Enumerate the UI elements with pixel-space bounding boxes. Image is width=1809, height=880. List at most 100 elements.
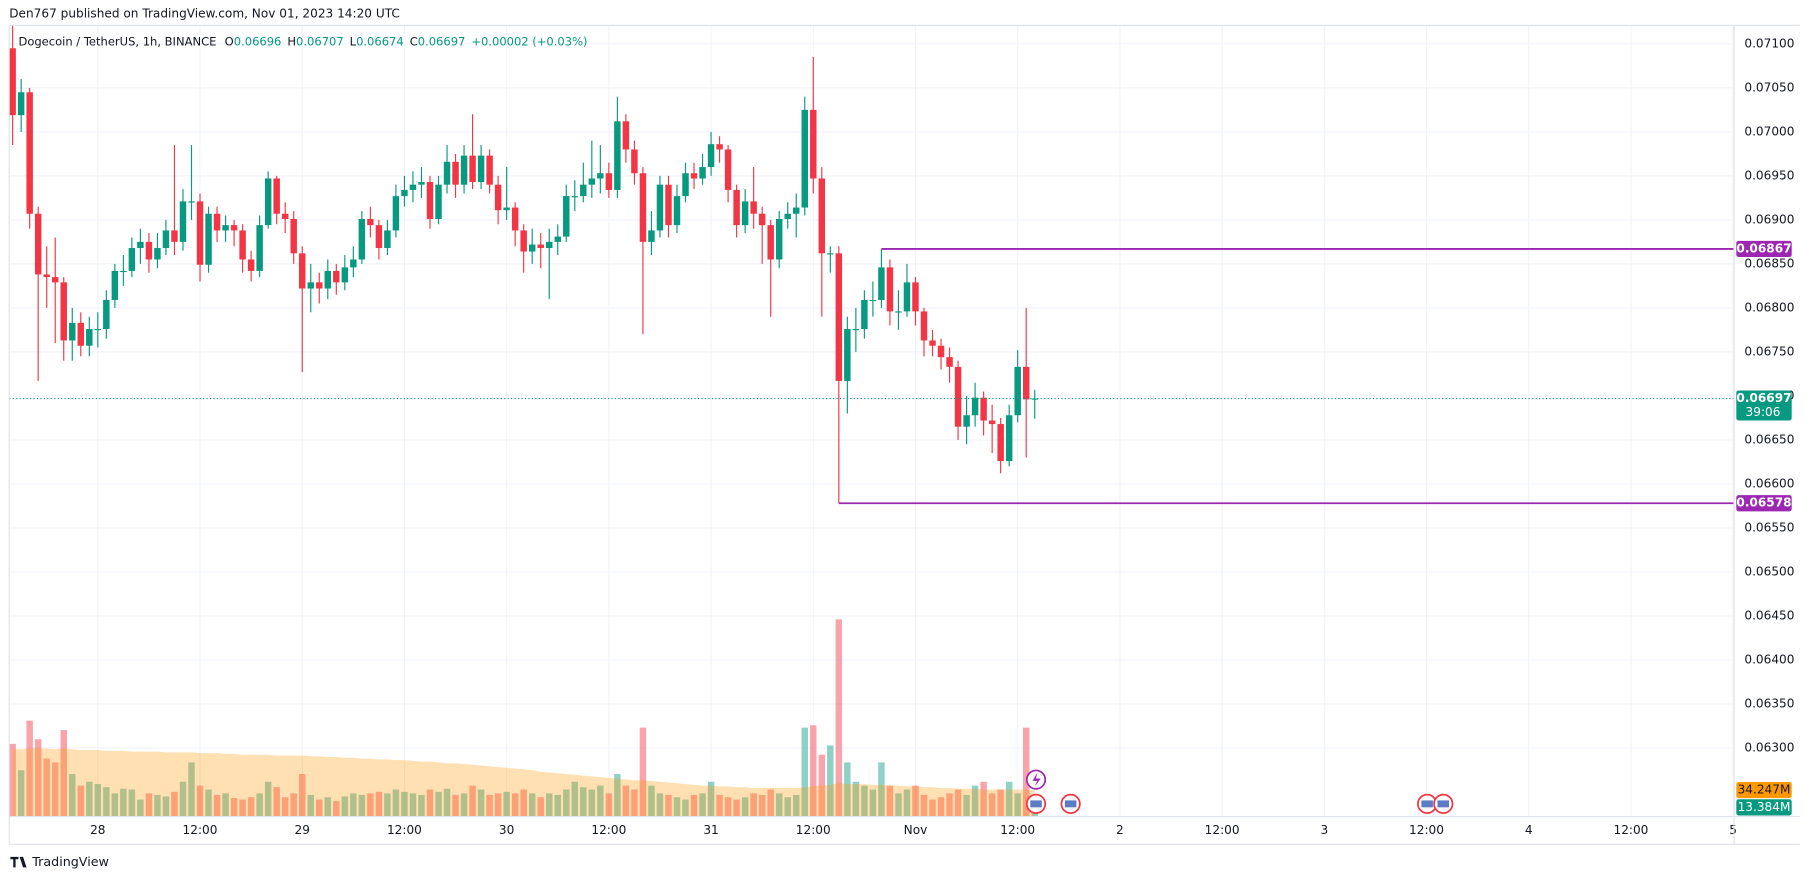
candle-body: [827, 253, 834, 255]
volume-bar: [937, 797, 945, 817]
candle-body: [179, 201, 187, 242]
candle-body: [733, 189, 740, 226]
volume-bar: [94, 784, 102, 817]
y-tick-label: 0.07000: [1744, 124, 1794, 138]
candle-body: [750, 201, 757, 214]
flag: [1421, 800, 1433, 808]
volume-ma-area: [12, 748, 1035, 817]
volume-bar: [997, 789, 1004, 817]
x-tick-label: 12:00: [1000, 823, 1035, 837]
logo: [10, 856, 27, 868]
candle-body: [954, 366, 962, 427]
x-tick-label: 12:00: [1205, 823, 1240, 837]
candle-body: [51, 277, 59, 283]
candle-body: [264, 178, 272, 226]
candle-body: [946, 357, 953, 367]
candle-body: [631, 149, 638, 174]
overlays: 0.06300 0.06350 0.06400 0.06450 0.06500 0.065…: [9, 36, 1794, 837]
x-tick-label: 12:00: [1409, 823, 1444, 837]
last-price-box: [1736, 390, 1792, 421]
candle-body: [17, 92, 25, 116]
candle-body: [707, 144, 715, 168]
candle-body: [350, 259, 357, 268]
candle-body: [869, 299, 877, 302]
candle-body: [222, 225, 229, 231]
candle-body: [69, 322, 76, 341]
candle-body: [392, 196, 400, 231]
y-tick-label: 0.06550: [1744, 520, 1794, 534]
volume-bar: [281, 797, 289, 817]
candle-body: [9, 48, 16, 116]
volume-bar: [273, 787, 280, 817]
y-tick-label: 0.06500: [1744, 564, 1794, 578]
volume-label: 13.384M: [1738, 800, 1791, 814]
candle-body: [298, 253, 306, 289]
volume-bar: [145, 793, 153, 817]
volume-bar: [801, 727, 808, 817]
volume-bar: [9, 743, 16, 817]
volume-bar: [367, 793, 374, 817]
candle-body: [145, 241, 153, 260]
last-price-label: 0.06697: [1736, 391, 1791, 405]
volume-bar: [384, 793, 391, 817]
candle-body: [247, 259, 255, 271]
volume-bar: [665, 794, 672, 817]
candle-body: [256, 225, 263, 271]
volume-bar: [767, 789, 774, 817]
candle-body: [1031, 398, 1038, 400]
candle-body: [963, 415, 970, 427]
level-label: 0.06578: [1736, 496, 1791, 510]
volume-bar: [741, 797, 749, 817]
candle-body: [597, 173, 604, 179]
y-tick-label: 0.06600: [1744, 476, 1794, 490]
x-tick-label: 31: [703, 823, 718, 837]
candle-body: [324, 270, 332, 289]
volume-bar: [196, 785, 204, 817]
candle-body: [94, 329, 102, 331]
candle-body: [316, 282, 323, 289]
candle-body: [528, 244, 536, 252]
candle-body: [77, 322, 85, 346]
y-tick-label: 0.06400: [1744, 652, 1794, 666]
volume-ma-box: [1736, 782, 1792, 799]
candle-body: [34, 213, 42, 275]
candle-body: [281, 213, 289, 219]
volume-bar: [350, 793, 357, 817]
volume-bar: [77, 785, 85, 817]
volume-bar: [852, 781, 860, 817]
y-tick-label: 0.06300: [1744, 740, 1794, 754]
candle-body: [673, 196, 681, 226]
volume-bar: [341, 796, 349, 817]
y-tick-label: 0.06650: [1744, 432, 1794, 446]
y-tick-label: 0.06800: [1744, 300, 1794, 314]
volume-bar: [443, 788, 451, 817]
volume-bar: [844, 762, 851, 817]
candle-body: [605, 173, 613, 190]
volume-bar: [103, 787, 110, 817]
volume-bar: [920, 794, 928, 817]
x-tick-label: 12:00: [387, 823, 422, 837]
candle-body: [929, 340, 936, 346]
volume-bar: [716, 794, 723, 817]
lightning: [1032, 772, 1041, 787]
volume-box: [1736, 799, 1792, 816]
candle-body: [401, 189, 408, 197]
candle-body: [622, 121, 630, 150]
y-tick-label: 0.06950: [1744, 168, 1794, 182]
volume-bar: [878, 762, 885, 817]
event-icons: [1025, 769, 1454, 814]
volume-bar: [614, 774, 621, 817]
candle-body: [878, 267, 885, 300]
candle-body: [639, 173, 647, 242]
candle-body: [137, 241, 144, 249]
candle-body: [835, 253, 843, 381]
candle-body: [537, 244, 544, 249]
candle-body: [980, 397, 987, 421]
candle-body: [971, 397, 979, 416]
candle-body: [128, 248, 136, 271]
volume-bar: [554, 794, 561, 817]
y-tick-label: 0.06350: [1744, 696, 1794, 710]
countdown: 39:06: [1746, 405, 1781, 419]
candle-body: [486, 155, 493, 185]
